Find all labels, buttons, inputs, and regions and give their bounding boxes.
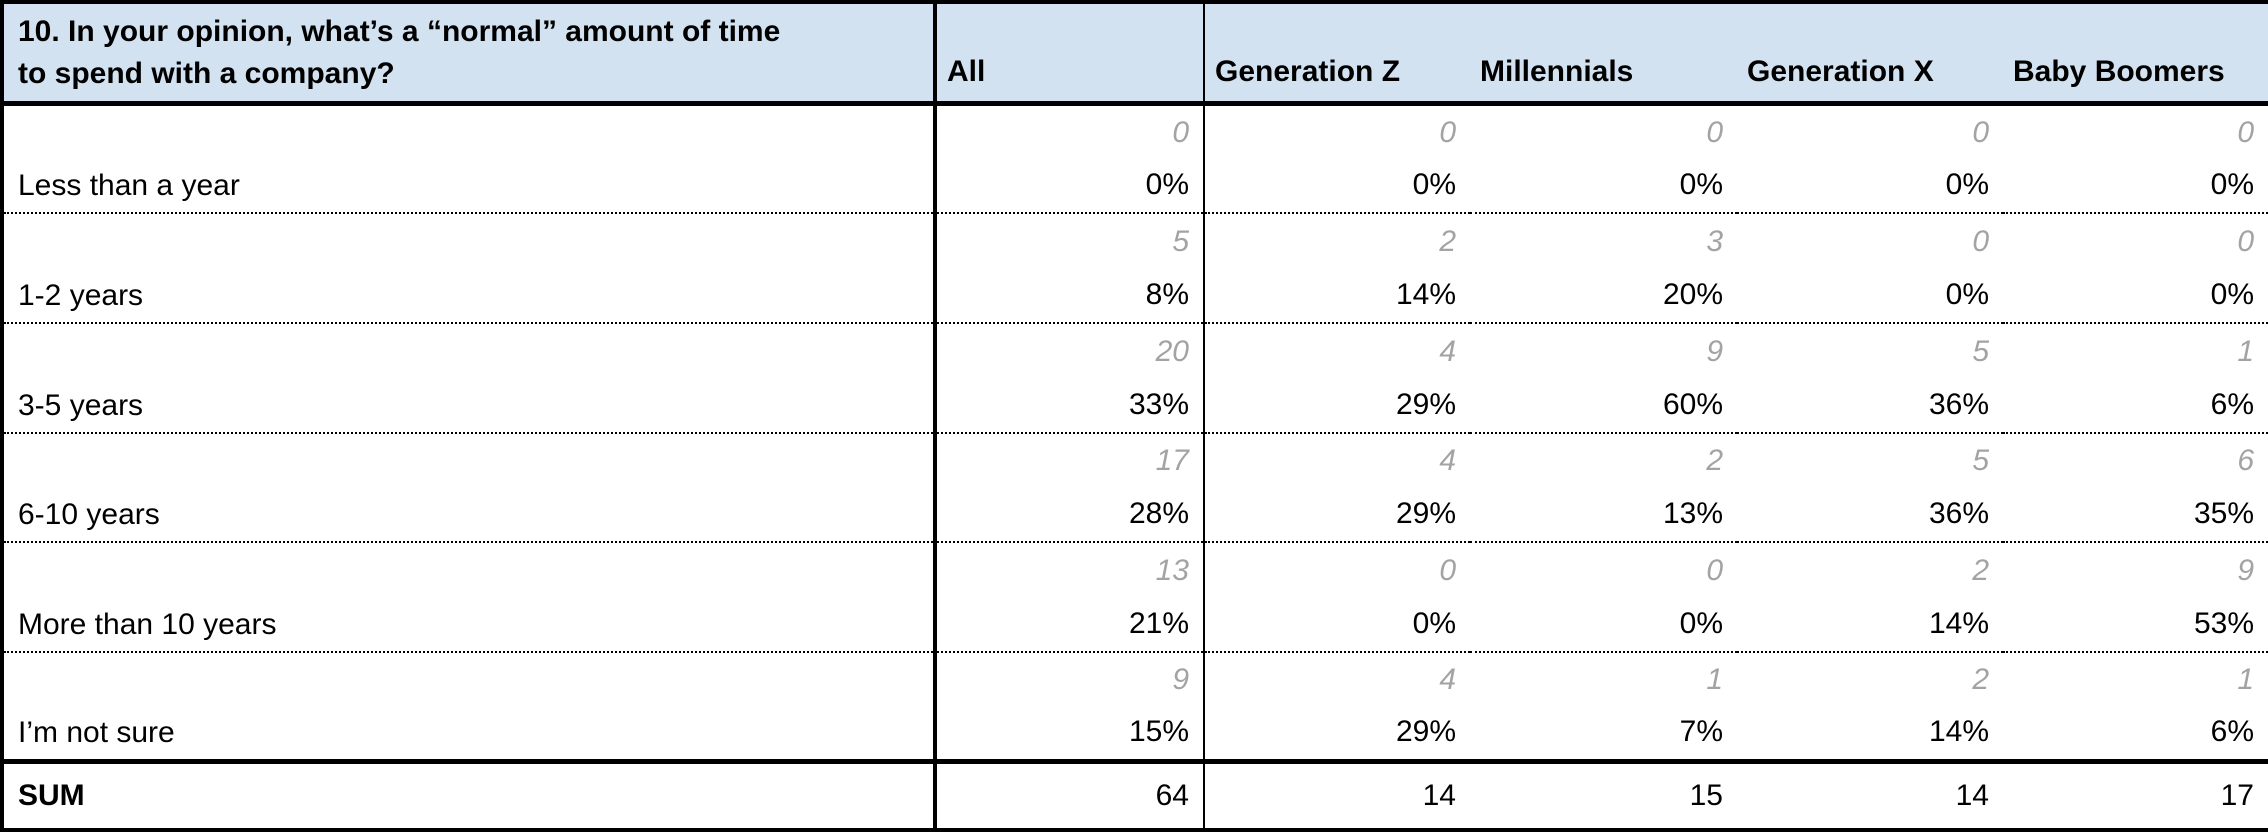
count-cell: 2 xyxy=(1972,553,1989,587)
percent-cell: 0% xyxy=(1204,592,1470,653)
percent-cell: 28% xyxy=(935,482,1205,544)
count-cell: 17 xyxy=(935,432,1205,483)
percent-cell: 0% xyxy=(1470,153,1737,215)
percent-row: 15% 29% 7% 14% 6% xyxy=(2,702,2268,763)
count-cell: 0 xyxy=(1439,553,1456,587)
percent-cell: 8% xyxy=(935,263,1205,324)
percent-cell: 15% xyxy=(935,702,1205,763)
percent-cell: 53% xyxy=(2003,592,2268,653)
question-line-2: to spend with a company? xyxy=(18,56,395,90)
row-label-less-than-a-year: Less than a year xyxy=(2,103,937,215)
sum-value: 14 xyxy=(1204,758,1470,830)
count-cell: 0 xyxy=(2237,116,2254,149)
percent-cell: 0% xyxy=(1737,263,2003,324)
count-cell: 2 xyxy=(1706,444,1723,478)
sum-value: 14 xyxy=(1737,758,2003,830)
count-row: Less than a year 0 0 0 0 0 xyxy=(2,103,2268,215)
percent-cell: 13% xyxy=(1470,482,1737,544)
sum-value: 15 xyxy=(1470,758,1737,830)
percent-cell: 60% xyxy=(1470,373,1737,434)
count-cell: 1 xyxy=(1706,663,1723,697)
count-cell: 0 xyxy=(1972,224,1989,258)
count-cell: 1 xyxy=(2237,334,2254,368)
row-label-6-10-years: 6-10 years xyxy=(2,432,937,544)
percent-row: 28% 29% 13% 36% 35% xyxy=(2,482,2268,544)
count-row: 6-10 years 17 4 2 5 6 xyxy=(2,432,2268,544)
count-row: I’m not sure 9 4 1 2 1 xyxy=(2,651,2268,763)
percent-cell: 0% xyxy=(2003,263,2268,324)
col-header-baby-boomers: Baby Boomers xyxy=(2003,2,2268,107)
percent-row: 33% 29% 60% 36% 6% xyxy=(2,373,2268,434)
row-label-more-than-10-years: More than 10 years xyxy=(2,542,937,653)
count-cell: 4 xyxy=(1439,444,1456,478)
percent-row: 0% 0% 0% 0% 0% xyxy=(2,153,2268,215)
question-line-1: 10. In your opinion, what’s a “normal” a… xyxy=(18,14,781,48)
row-label-1-2-years: 1-2 years xyxy=(2,213,937,324)
percent-cell: 21% xyxy=(935,592,1205,653)
count-cell: 3 xyxy=(1706,224,1723,258)
sum-value: 17 xyxy=(2003,758,2268,830)
count-cell: 9 xyxy=(2237,553,2254,587)
percent-cell: 0% xyxy=(935,153,1205,215)
percent-cell: 14% xyxy=(1737,592,2003,653)
count-cell: 4 xyxy=(1439,663,1456,697)
sum-label: SUM xyxy=(2,758,937,830)
percent-cell: 7% xyxy=(1470,702,1737,763)
col-header-generation-z: Generation Z xyxy=(1204,2,1470,107)
count-row: More than 10 years 13 0 0 2 9 xyxy=(2,542,2268,653)
count-cell: 9 xyxy=(935,651,1205,703)
percent-cell: 20% xyxy=(1470,263,1737,324)
count-cell: 5 xyxy=(1972,444,1989,478)
percent-cell: 29% xyxy=(1204,482,1470,544)
count-cell: 0 xyxy=(1439,116,1456,149)
count-cell: 9 xyxy=(1706,334,1723,368)
percent-cell: 0% xyxy=(1737,153,2003,215)
count-cell: 1 xyxy=(2237,663,2254,697)
count-cell: 2 xyxy=(1439,224,1456,258)
col-header-generation-x: Generation X xyxy=(1737,2,2003,107)
percent-cell: 36% xyxy=(1737,373,2003,434)
percent-cell: 0% xyxy=(1470,592,1737,653)
percent-row: 21% 0% 0% 14% 53% xyxy=(2,592,2268,653)
count-cell: 20 xyxy=(935,322,1205,374)
count-cell: 0 xyxy=(1706,553,1723,587)
count-cell: 0 xyxy=(1706,116,1723,149)
question-header: 10. In your opinion, what’s a “normal” a… xyxy=(2,2,937,107)
percent-cell: 0% xyxy=(2003,153,2268,215)
count-cell: 0 xyxy=(2237,224,2254,258)
sum-value: 64 xyxy=(935,758,1205,830)
percent-cell: 6% xyxy=(2003,373,2268,434)
percent-cell: 29% xyxy=(1204,702,1470,763)
percent-cell: 29% xyxy=(1204,373,1470,434)
col-header-all: All xyxy=(935,2,1205,107)
percent-row: 8% 14% 20% 0% 0% xyxy=(2,263,2268,324)
count-cell: 0 xyxy=(935,103,1205,154)
count-cell: 13 xyxy=(935,542,1205,593)
count-cell: 0 xyxy=(1972,116,1989,149)
count-cell: 2 xyxy=(1972,663,1989,697)
count-cell: 5 xyxy=(1972,334,1989,368)
percent-cell: 6% xyxy=(2003,702,2268,763)
count-row: 1-2 years 5 2 3 0 0 xyxy=(2,213,2268,324)
col-header-millennials: Millennials xyxy=(1470,2,1737,107)
percent-cell: 0% xyxy=(1204,153,1470,215)
percent-cell: 35% xyxy=(2003,482,2268,544)
percent-cell: 36% xyxy=(1737,482,2003,544)
count-cell: 4 xyxy=(1439,334,1456,368)
count-cell: 5 xyxy=(935,213,1205,264)
sum-row: SUM 64 14 15 14 17 xyxy=(2,758,2268,830)
count-row: 3-5 years 20 4 9 5 1 xyxy=(2,322,2268,434)
percent-cell: 33% xyxy=(935,373,1205,434)
count-cell: 6 xyxy=(2237,444,2254,478)
row-label-im-not-sure: I’m not sure xyxy=(2,651,937,763)
percent-cell: 14% xyxy=(1204,263,1470,324)
percent-cell: 14% xyxy=(1737,702,2003,763)
row-label-3-5-years: 3-5 years xyxy=(2,322,937,434)
table-header-row: 10. In your opinion, what’s a “normal” a… xyxy=(2,2,2268,107)
